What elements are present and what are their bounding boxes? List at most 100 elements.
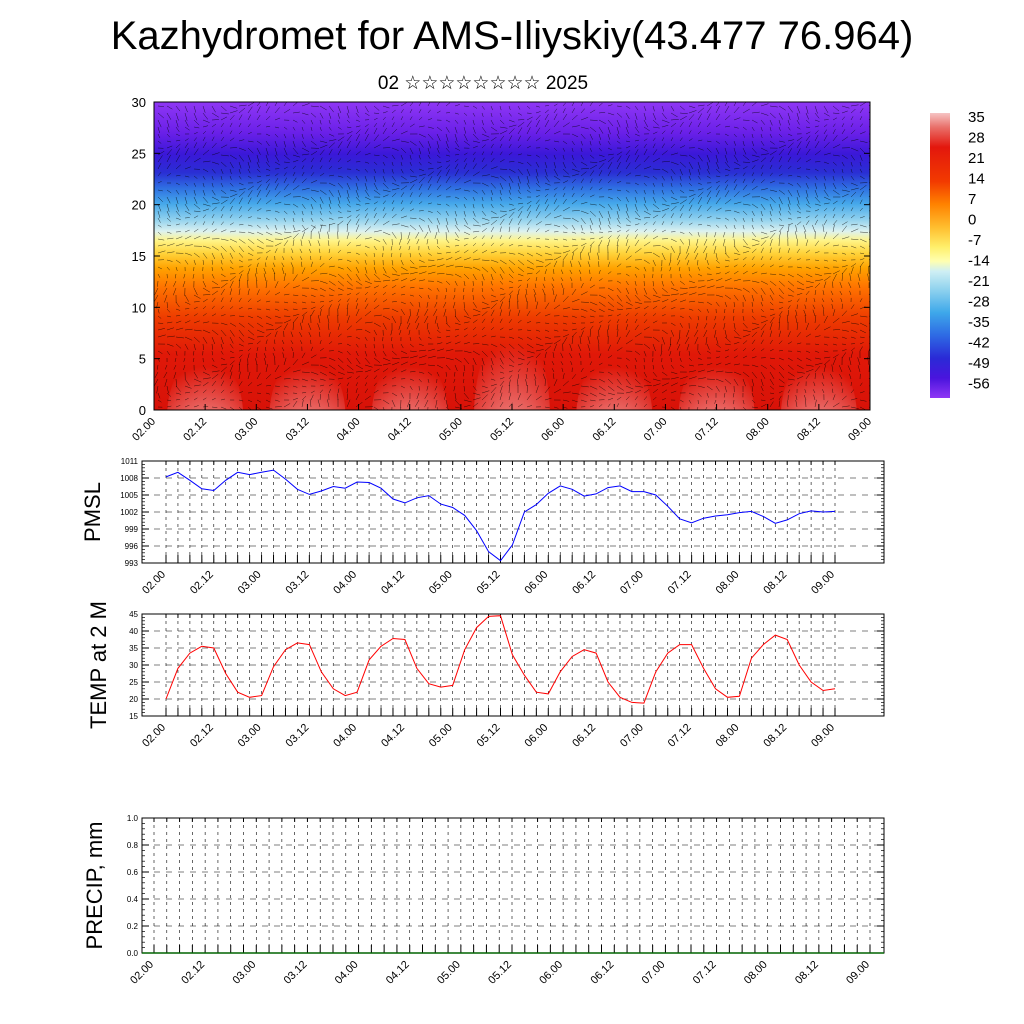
wind-vector [327, 399, 330, 408]
wind-vector [319, 378, 326, 381]
wind-vector [292, 159, 299, 163]
wind-vector [742, 108, 750, 114]
wind-vector [499, 343, 506, 349]
wind-vector [670, 205, 677, 212]
wind-vector [697, 182, 702, 185]
wind-vector [544, 406, 550, 409]
wind-vector [247, 102, 255, 107]
wind-vector [823, 343, 828, 346]
wind-vector [202, 149, 210, 156]
wind-vector [508, 392, 512, 401]
wind-vector [247, 264, 252, 268]
warm-dome [167, 354, 243, 410]
wind-vector [571, 168, 580, 172]
wind-vector [571, 322, 576, 325]
wind-vector [400, 308, 405, 316]
wind-vector [211, 228, 217, 233]
wind-vector [751, 331, 758, 338]
wind-vector [454, 140, 460, 148]
wind-vector [355, 343, 359, 348]
wind-vector [220, 329, 227, 337]
wind-vector [634, 174, 641, 177]
wind-vector [409, 336, 412, 341]
wind-vector [229, 154, 237, 160]
wind-vector [229, 336, 234, 344]
wind-vector [499, 168, 508, 170]
wind-vector [697, 104, 705, 107]
wind-vector [427, 252, 432, 256]
wind-vector [814, 335, 821, 338]
wind-vector [175, 139, 181, 142]
wind-vector [634, 189, 638, 194]
wind-vector [427, 271, 436, 275]
wind-vector [328, 287, 335, 292]
wind-vector [211, 280, 219, 285]
wind-vector [310, 210, 313, 216]
wind-vector [454, 341, 461, 345]
wind-vector [418, 371, 425, 374]
wind-vector [778, 315, 781, 324]
wind-vector [679, 154, 688, 157]
wind-vector [265, 106, 270, 114]
wind-vector [175, 217, 181, 220]
wind-vector [508, 208, 516, 212]
wind-vector [733, 191, 740, 198]
wind-vector [319, 224, 327, 227]
wind-vector [499, 364, 504, 370]
wind-vector [490, 182, 496, 189]
wind-vector [679, 204, 685, 212]
wind-vector [742, 126, 747, 131]
x-tick-label: 02.12 [188, 722, 216, 750]
wind-vector [580, 147, 583, 152]
wind-vector [247, 298, 252, 303]
wind-vector [463, 357, 470, 365]
wind-vector [571, 147, 574, 152]
wind-vector [715, 385, 720, 392]
wind-vector [184, 203, 190, 211]
wind-vector [166, 217, 171, 222]
wind-vector [238, 399, 244, 402]
wind-vector [625, 146, 631, 149]
wind-vector [174, 357, 177, 362]
wind-vector [373, 350, 377, 357]
wind-vector [499, 377, 505, 380]
wind-vector [283, 403, 291, 408]
wind-vector [724, 147, 728, 155]
wind-vector [454, 147, 461, 151]
wind-vectors [154, 102, 870, 410]
wind-vector [580, 245, 585, 254]
wind-vector [661, 229, 666, 233]
wind-vector [553, 245, 560, 248]
wind-vector [355, 125, 361, 128]
wind-vector [625, 149, 631, 156]
wind-vector [382, 307, 390, 310]
wind-vector [823, 276, 831, 282]
wind-vector [184, 235, 192, 240]
wind-vector [796, 167, 802, 170]
wind-vector [202, 321, 210, 324]
wind-vector [301, 158, 307, 163]
wind-vector [544, 342, 553, 345]
wind-vector [769, 238, 773, 247]
wind-vector [769, 247, 772, 254]
wind-vector [346, 350, 351, 356]
wind-vector [526, 182, 531, 189]
wind-vector [616, 329, 619, 338]
wind-vector [265, 210, 271, 212]
wind-vector [661, 287, 668, 293]
wind-vector [551, 361, 555, 366]
wind-vector [634, 403, 638, 408]
wind-vector [229, 306, 234, 310]
colorbar-label: 28 [968, 130, 985, 147]
wind-vector [238, 306, 243, 310]
wind-vector [526, 405, 533, 408]
wind-vector [679, 376, 688, 380]
wind-vector [589, 147, 592, 152]
wind-vector [182, 280, 186, 288]
wind-vector [652, 287, 658, 295]
wind-vector [175, 405, 181, 408]
wind-vector [418, 252, 422, 257]
x-tick-label: 06.12 [570, 722, 598, 750]
wind-vector [346, 251, 352, 254]
x-tick-label: 04.12 [386, 416, 414, 444]
